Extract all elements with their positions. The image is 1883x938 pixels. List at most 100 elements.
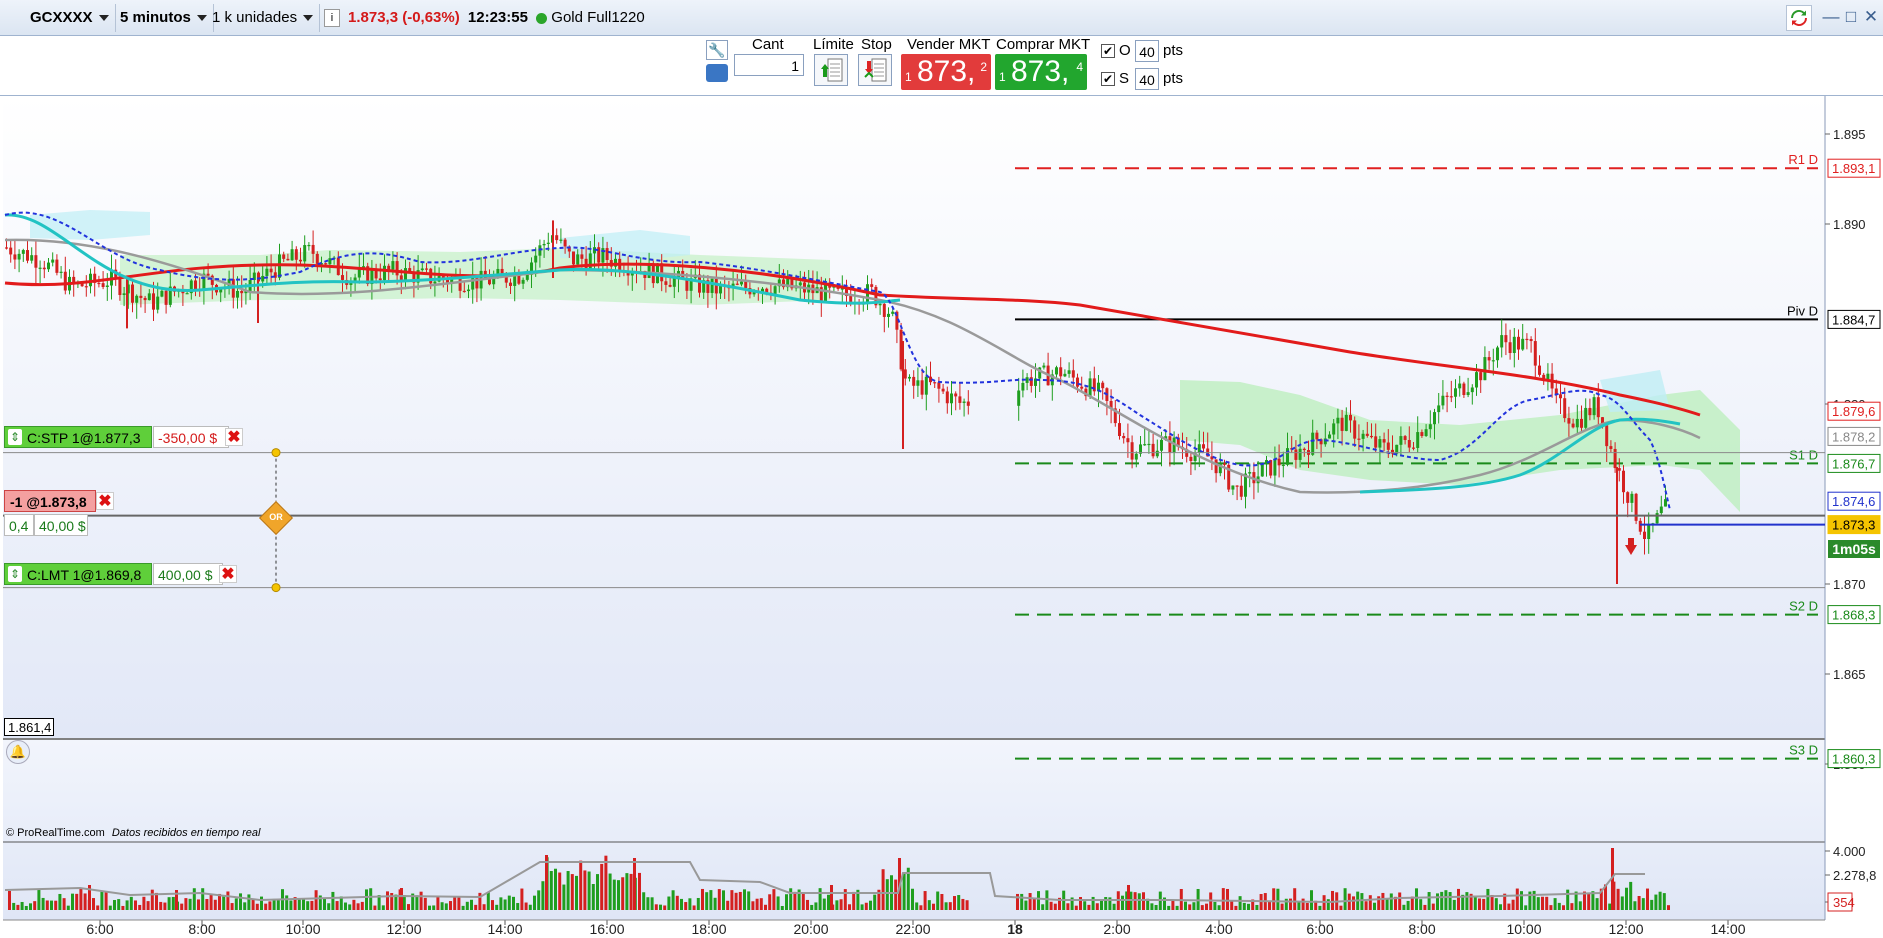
volume-bar: [1368, 895, 1372, 910]
drag-handle-icon[interactable]: ⇕: [8, 429, 22, 445]
volume-bar: [663, 905, 667, 910]
refresh-icon[interactable]: [1786, 5, 1812, 31]
candle-body: [1626, 492, 1630, 503]
pivot-level-name: S3 D: [1789, 743, 1818, 758]
candle-body: [572, 251, 575, 265]
volume-bar: [722, 890, 725, 910]
volume-bar: [1318, 905, 1322, 910]
stop-order-button[interactable]: [858, 54, 892, 86]
buy-market-button[interactable]: 1 873, 4: [995, 54, 1087, 90]
candle-body: [1567, 418, 1571, 424]
volume-bar: [1574, 891, 1578, 910]
volume-bar: [919, 905, 923, 910]
volume-bar: [843, 889, 847, 910]
candle-body: [1475, 372, 1478, 388]
candle-body: [710, 278, 714, 293]
volume-bar: [495, 904, 499, 910]
candle-body: [647, 263, 651, 278]
candle-body: [555, 235, 559, 241]
candle-body: [47, 262, 50, 270]
y-tick-label: 1.870: [1833, 577, 1866, 592]
volume-bar: [932, 903, 935, 910]
candle-body: [105, 285, 109, 287]
close-position-icon[interactable]: ✖: [96, 492, 114, 510]
volume-spike: [175, 890, 178, 910]
candle-body: [42, 267, 46, 270]
candle-body: [210, 275, 214, 285]
candle-body: [1344, 414, 1348, 431]
volume-bar: [331, 891, 335, 910]
candle-body: [311, 244, 315, 254]
volume-bar: [1553, 898, 1557, 910]
candle-body: [273, 272, 277, 278]
wrench-icon[interactable]: 🔧: [706, 40, 728, 60]
alert-bell-icon[interactable]: 🔔: [6, 740, 30, 764]
o-checkbox[interactable]: ✔: [1101, 44, 1115, 58]
candle-body: [1374, 436, 1378, 448]
cancel-limit-icon[interactable]: ✖: [219, 565, 237, 583]
volume-bar: [260, 896, 263, 910]
volume-bar: [835, 900, 839, 910]
o-points-input[interactable]: 40: [1135, 40, 1159, 62]
volume-bar: [1108, 897, 1112, 910]
close-icon[interactable]: ✕: [1863, 7, 1879, 26]
limit-order-button[interactable]: [814, 54, 848, 86]
volume-bar: [1541, 896, 1544, 910]
info-icon[interactable]: i: [324, 9, 340, 28]
candle-body: [1605, 425, 1609, 447]
candle-body: [324, 263, 328, 265]
s-checkbox[interactable]: ✔: [1101, 72, 1115, 86]
drag-handle-icon[interactable]: ⇕: [8, 566, 22, 582]
timeframe-selector[interactable]: 5 minutos: [114, 4, 214, 32]
price-panel-bg: [3, 96, 1825, 738]
candle-body: [1080, 386, 1084, 389]
volume-bar: [163, 902, 167, 910]
countdown-timer: 1m05s: [1828, 540, 1880, 558]
volume-bar: [768, 894, 772, 910]
candle-body: [1097, 382, 1100, 392]
volume-bar: [734, 892, 738, 910]
volume-bar: [20, 901, 24, 910]
volume-bar: [1247, 903, 1250, 910]
position-tag[interactable]: -1 @1.873,8: [4, 490, 96, 512]
keyboard-icon[interactable]: [706, 64, 728, 82]
candle-body: [89, 273, 92, 287]
candle-body: [664, 281, 668, 285]
volume-bar: [1448, 892, 1452, 910]
stop-order-tag[interactable]: ⇕ C:STP 1@1.877,3: [4, 426, 152, 448]
volume-bar: [709, 890, 713, 910]
candle-body: [1281, 464, 1285, 467]
candle-body: [290, 249, 294, 261]
volume-bar: [625, 873, 629, 910]
units-selector[interactable]: 1 k unidades: [206, 4, 321, 32]
candle-body: [580, 254, 584, 259]
candle-body: [412, 271, 416, 283]
instrument-selector[interactable]: GCXXXX: [24, 4, 116, 32]
minimize-icon[interactable]: —: [1822, 7, 1840, 26]
s-points-input[interactable]: 40: [1135, 68, 1159, 90]
maximize-icon[interactable]: □: [1845, 7, 1857, 26]
volume-bar: [638, 872, 641, 910]
candle-body: [765, 288, 769, 293]
candle-body: [882, 303, 886, 317]
candle-body: [1214, 459, 1218, 474]
volume-bar: [1536, 897, 1540, 910]
volume-bar: [915, 902, 919, 910]
limit-order-tag[interactable]: ⇕ C:LMT 1@1.869,8: [4, 563, 152, 585]
candle-body: [420, 268, 424, 271]
volume-bar: [419, 891, 423, 910]
candle-body: [252, 272, 256, 281]
quantity-input[interactable]: 1: [734, 54, 804, 76]
volume-bar: [764, 904, 767, 910]
candle-body: [1155, 450, 1159, 457]
candle-body: [467, 289, 470, 292]
cancel-stop-icon[interactable]: ✖: [225, 428, 243, 446]
or-badge-label: OR: [269, 512, 283, 522]
candle-body: [1118, 423, 1121, 437]
candle-body: [395, 261, 399, 276]
candle-body: [950, 393, 953, 404]
sell-market-button[interactable]: 1 873, 2: [901, 54, 991, 90]
volume-bar: [1163, 897, 1166, 910]
